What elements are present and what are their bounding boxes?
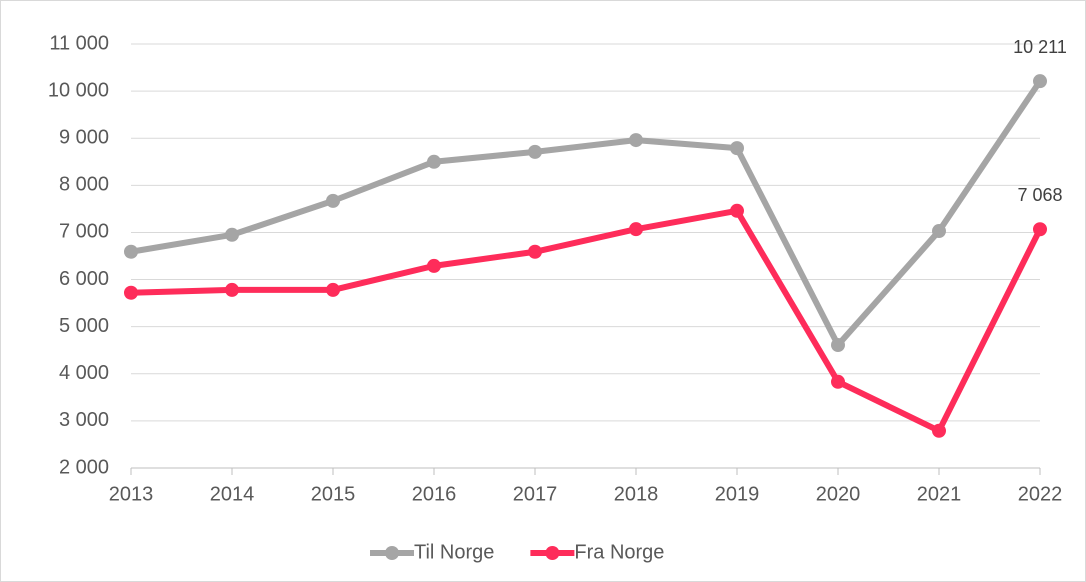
x-tick-label: 2020 [816,483,861,505]
point [528,144,542,159]
point [730,203,744,218]
legend-marker [545,546,560,560]
x-tick-label: 2013 [109,483,154,505]
point [326,282,340,297]
point [629,133,643,148]
x-tick-label: 2015 [311,483,356,505]
point [427,154,441,169]
y-tick-label: 8 000 [59,174,109,196]
series-line [130,207,1043,434]
point [427,258,441,273]
point [1033,74,1047,89]
y-tick-label: 9 000 [59,127,109,149]
x-tick-label: 2014 [210,483,255,505]
x-tick-label: 2021 [917,483,962,505]
point [831,374,845,389]
point [326,193,340,208]
x-tick-label: 2019 [715,483,760,505]
point [528,244,542,259]
series-line [130,79,1043,349]
point [932,224,946,239]
point [629,222,643,237]
point [124,244,138,259]
y-tick-label: 10 000 [48,79,109,101]
x-tick-label: 2018 [614,483,659,505]
y-tick-label: 7 000 [59,221,109,243]
y-tick-label: 4 000 [59,362,109,384]
y-tick-label: 3 000 [59,409,109,431]
point [225,227,239,242]
point [1033,222,1047,237]
point [730,141,744,156]
y-tick-label: 6 000 [59,268,109,290]
legend-marker [385,546,399,560]
x-tick-label: 2016 [412,483,457,505]
point [932,423,946,438]
legend-label: Til Norge [414,541,494,563]
y-tick-label: 2 000 [59,456,109,478]
point [225,282,239,297]
y-tick-label: 11 000 [49,32,109,54]
point [124,285,138,300]
legend-label: Fra Norge [574,541,664,563]
x-tick-label: 2017 [513,483,558,505]
data-label: 7 068 [1017,185,1062,205]
data-label: 10 211 [1013,37,1067,57]
point [831,338,845,353]
y-tick-label: 5 000 [59,315,109,337]
x-tick-label: 2022 [1018,483,1063,505]
